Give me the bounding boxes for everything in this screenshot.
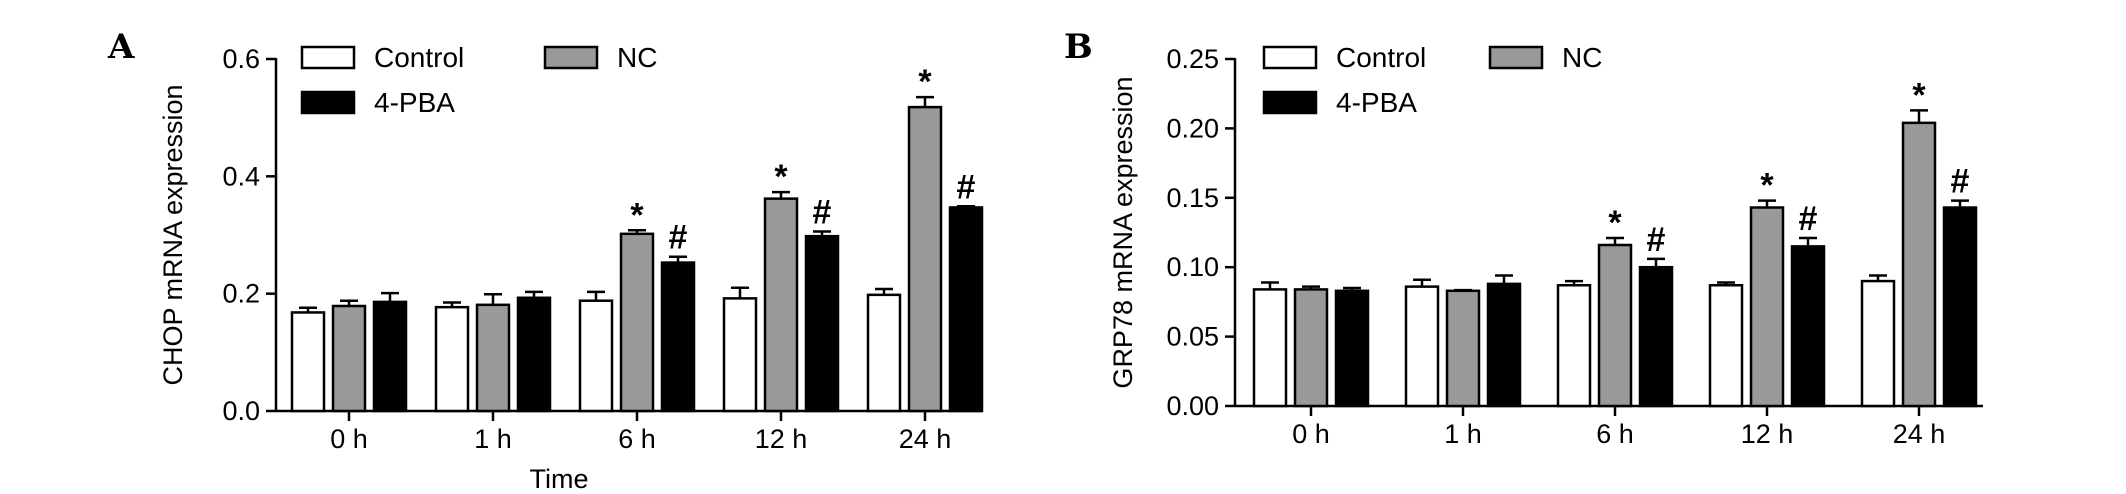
bar-control-4 (1862, 281, 1894, 406)
y-tick-label: 0.15 (1166, 183, 1219, 213)
bar-4pba-2 (662, 263, 694, 411)
bar-4pba-2 (1640, 267, 1672, 406)
significance-hash: # (957, 168, 976, 206)
bar-nc-1 (477, 305, 509, 411)
significance-hash: # (1647, 221, 1666, 259)
bar-nc-0 (333, 306, 365, 411)
x-tick-label: 12 h (1741, 419, 1794, 449)
legend-swatch-control (302, 47, 354, 68)
bar-4pba-0 (374, 302, 406, 411)
legend-swatch-nc (1490, 47, 1542, 68)
legend-swatch-4pba (302, 92, 354, 113)
legend-label: NC (617, 42, 657, 73)
bar-control-1 (1406, 287, 1438, 406)
x-tick-label: 6 h (1596, 419, 1634, 449)
y-tick-label: 0.00 (1166, 391, 1219, 421)
significance-star: * (1608, 204, 1622, 242)
bar-control-2 (1558, 285, 1590, 406)
x-axis-title: Time (530, 464, 589, 494)
legend-label: 4-PBA (374, 87, 455, 118)
legend-label: 4-PBA (1336, 87, 1417, 118)
bar-4pba-1 (518, 298, 550, 411)
panel-letter: B (1064, 27, 1093, 67)
y-tick-label: 0.4 (222, 161, 260, 191)
x-tick-label: 0 h (1292, 419, 1330, 449)
bar-nc-1 (1447, 291, 1479, 406)
bar-control-2 (580, 301, 612, 411)
y-tick-label: 0.10 (1166, 252, 1219, 282)
bar-nc-0 (1295, 289, 1327, 406)
bar-control-0 (292, 312, 324, 411)
bar-control-0 (1254, 289, 1286, 406)
bar-control-3 (724, 298, 756, 411)
y-tick-label: 0.25 (1166, 44, 1219, 74)
bar-4pba-0 (1336, 291, 1368, 406)
significance-star: * (630, 196, 644, 234)
y-axis-title: GRP78 mRNA expression (1108, 76, 1138, 388)
bar-nc-4 (1903, 123, 1935, 406)
y-tick-label: 0.2 (222, 279, 260, 309)
bar-nc-3 (1751, 208, 1783, 406)
bar-control-1 (436, 307, 468, 411)
legend-label: NC (1562, 42, 1602, 73)
bar-4pba-4 (1944, 208, 1976, 406)
y-tick-label: 0.0 (222, 396, 260, 426)
x-tick-label: 24 h (1893, 419, 1946, 449)
x-tick-label: 12 h (755, 424, 808, 454)
significance-hash: # (1951, 163, 1970, 201)
bar-nc-4 (909, 107, 941, 411)
chart-panel-a: A 0.0 0.2 0.4 0.6 CHOP mRNA expression 0 h 1 h 6… (107, 27, 982, 494)
x-tick-label: 6 h (618, 424, 656, 454)
significance-star: * (1760, 167, 1774, 205)
x-tick-label: 1 h (1444, 419, 1482, 449)
y-tick-label: 0.20 (1166, 113, 1219, 143)
x-tick-label: 1 h (474, 424, 512, 454)
y-tick-label: 0.05 (1166, 322, 1219, 352)
significance-star: * (1912, 76, 1926, 114)
significance-star: * (774, 158, 788, 196)
legend-swatch-4pba (1264, 92, 1316, 113)
bar-nc-2 (1599, 245, 1631, 406)
bar-4pba-4 (950, 207, 982, 411)
x-tick-label: 24 h (899, 424, 952, 454)
bar-nc-3 (765, 199, 797, 411)
panel-letter: A (107, 27, 135, 67)
significance-star: * (918, 63, 932, 101)
y-tick-label: 0.6 (222, 44, 260, 74)
x-tick-label: 0 h (330, 424, 368, 454)
significance-hash: # (1799, 200, 1818, 238)
bar-control-3 (1710, 285, 1742, 406)
bar-4pba-3 (1792, 246, 1824, 406)
bar-4pba-1 (1488, 284, 1520, 406)
y-axis-title: CHOP mRNA expression (158, 84, 188, 385)
significance-hash: # (813, 193, 832, 231)
chart-panel-b: B 0.00 0.05 0.10 0.15 0.20 0.25 GRP78 mRNA expr… (1064, 27, 1983, 449)
bar-4pba-3 (806, 236, 838, 411)
legend-label: Control (1336, 42, 1426, 73)
legend-label: Control (374, 42, 464, 73)
bar-nc-2 (621, 234, 653, 411)
legend-swatch-nc (545, 47, 597, 68)
bar-control-4 (868, 295, 900, 411)
significance-hash: # (669, 219, 688, 257)
legend-swatch-control (1264, 47, 1316, 68)
